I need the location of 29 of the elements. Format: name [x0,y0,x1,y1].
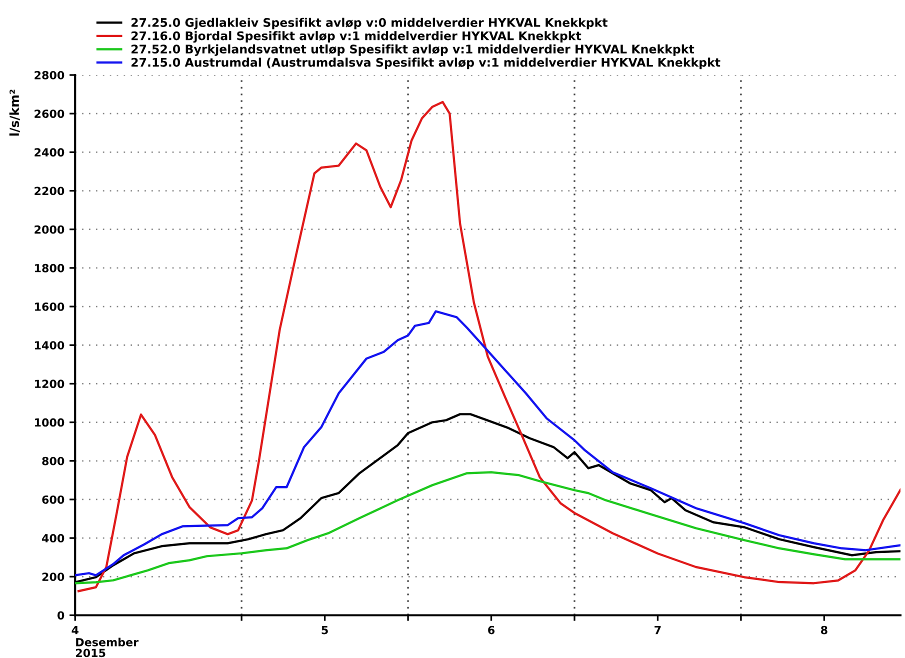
y-tick-label: 1000 [35,418,64,427]
y-tick-label: 2200 [34,186,64,196]
y-tick-label: 2800 [34,70,64,80]
x-tick-label: 8 [820,626,828,634]
legend-label: 27.15.0 Austrumdal (Austrumdalsva Spesifikt avløp v:1 middelverdier HYKVAL Knekkpkt [132,58,720,70]
legend-label: 27.16.0 Bjordal Spesifikt avløp v:1 middelverdier HYKVAL Knekkpkt [132,31,582,43]
line-series [77,100,900,592]
line-series [75,310,900,576]
y-tick-label: 2000 [34,225,64,234]
y-tick-label: 400 [42,534,64,542]
x-axis-title: Desember 2015 [76,638,139,658]
y-tick-label: 2600 [34,110,64,118]
y-axis-title: l/s/km² [9,90,20,136]
x-tick-label: 6 [488,626,495,634]
legend-label: 27.25.0 Gjedlakleiv Spesifikt avløp v:0 middelverdier HYKVAL Knekkpkt [132,18,608,30]
y-tick-label: 800 [42,456,64,466]
y-tick-label: 0 [58,611,64,620]
y-tick-label: 1800 [35,264,64,272]
x-tick-label: 5 [322,626,328,634]
x-tick-label: 4 [72,626,78,634]
y-tick-label: 600 [42,495,64,504]
y-tick-label: 1200 [35,380,64,388]
line-series [75,471,900,584]
y-tick-label: 200 [42,572,64,582]
legend-label: 27.52.0 Byrkjelandsvatnet utløp Spesifikt avløp v:1 middelverdier HYKVAL Knekkpkt [132,44,694,56]
x-tick-label: 7 [654,626,661,634]
y-tick-label: 1400 [35,341,64,350]
y-tick-label: 1600 [35,302,64,311]
y-tick-label: 2400 [34,148,64,157]
